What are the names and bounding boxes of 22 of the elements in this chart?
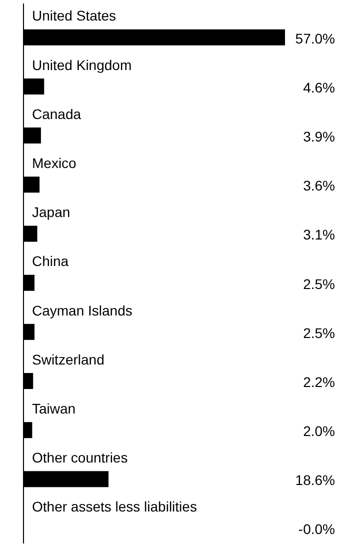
- y-tick-label: Taiwan: [32, 400, 76, 416]
- y-tick-label: Mexico: [32, 155, 77, 172]
- y-tick-label: Japan: [32, 204, 70, 220]
- data-label: 3.9%: [303, 128, 335, 145]
- data-label: 2.2%: [303, 374, 335, 390]
- data-label: 4.6%: [303, 79, 335, 96]
- data-label: 57.0%: [295, 30, 335, 46]
- y-tick-label: United States: [32, 8, 116, 24]
- y-tick-label: United Kingdom: [32, 56, 132, 73]
- y-tick-label: Canada: [32, 106, 82, 122]
- data-label: 2.5%: [303, 276, 335, 292]
- y-tick-label: Cayman Islands: [32, 302, 132, 318]
- data-label: 18.6%: [295, 472, 335, 488]
- y-tick-label: Other assets less liabilities: [32, 498, 197, 515]
- y-tick-label: Switzerland: [32, 351, 104, 368]
- y-tick-label: Other countries: [32, 450, 128, 466]
- data-label: 3.1%: [303, 226, 335, 243]
- data-label: 2.0%: [303, 423, 335, 440]
- data-label: 3.6%: [303, 178, 335, 194]
- y-tick-label: China: [32, 253, 69, 270]
- data-label: 2.5%: [303, 324, 335, 341]
- data-label: -0.0%: [298, 521, 335, 538]
